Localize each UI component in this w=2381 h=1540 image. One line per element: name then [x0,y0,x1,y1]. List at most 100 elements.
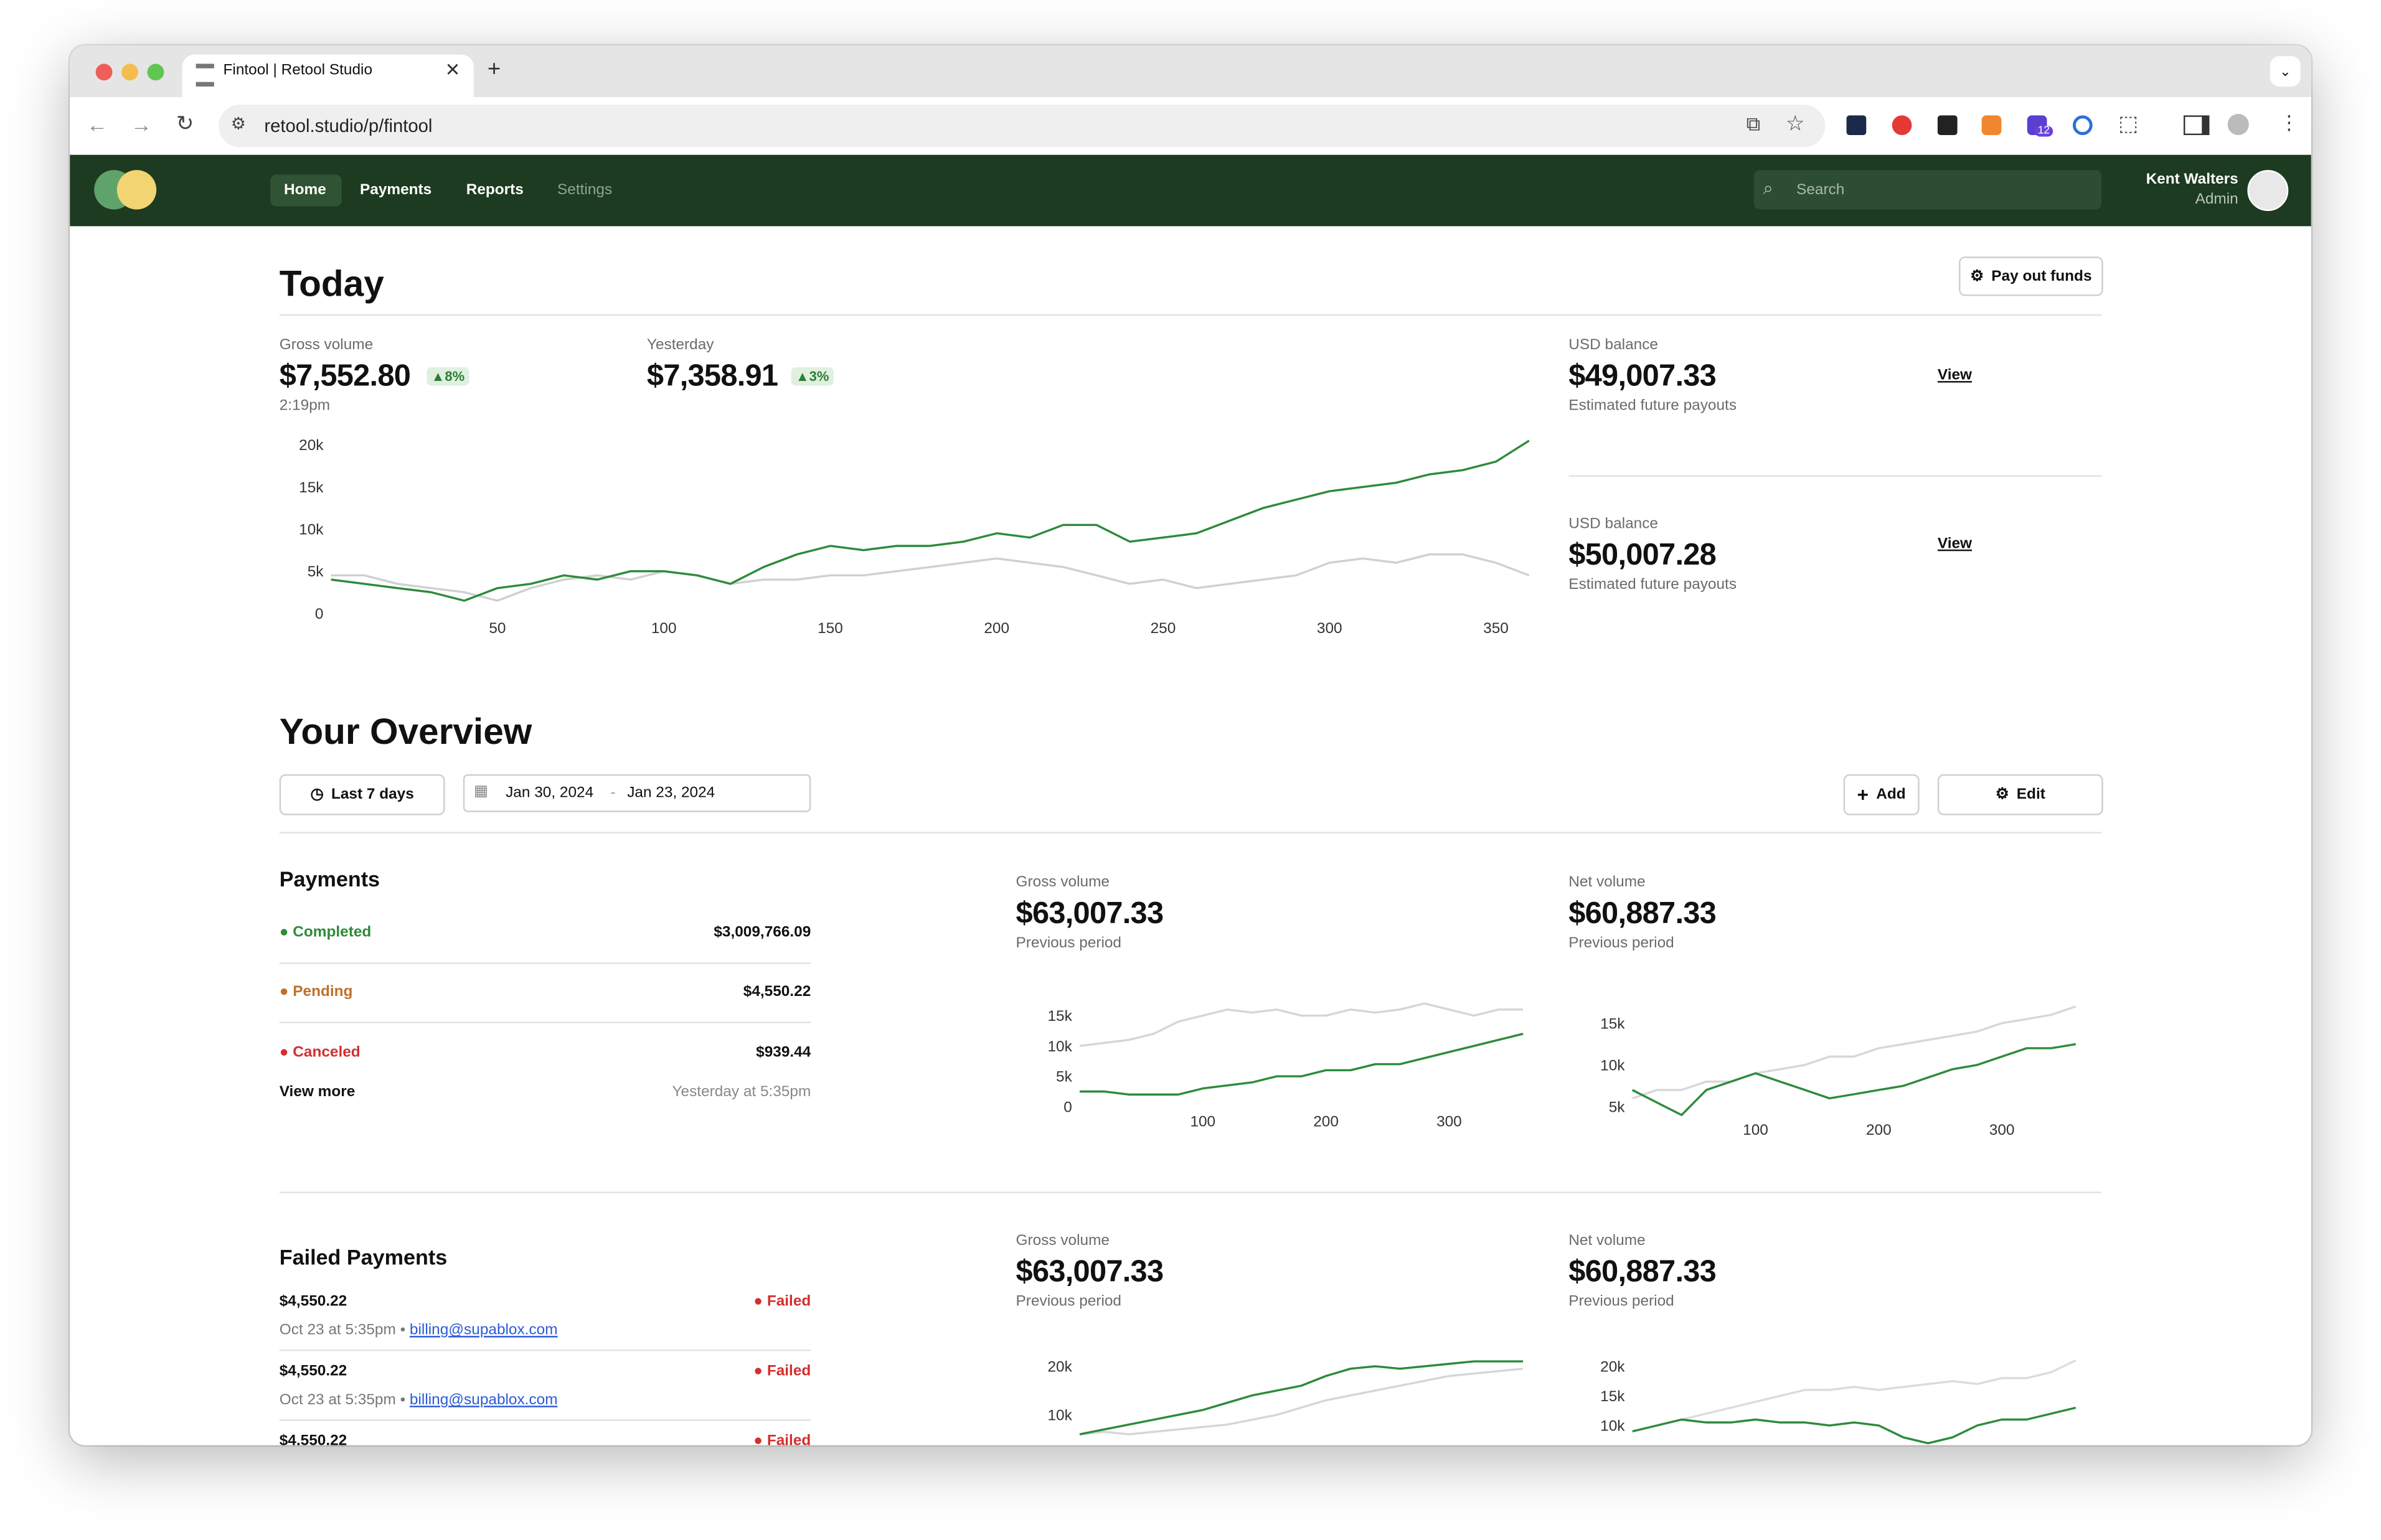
metric-sub: Previous period [1016,935,1122,952]
extension[interactable] [1981,115,2002,136]
balance-value: $50,007.28 [1568,538,1717,573]
nav-item[interactable]: Payments [359,182,432,199]
y-tick-label: 20k [299,437,324,454]
extensions-menu[interactable]: ⬚ [2118,111,2139,136]
reload-button[interactable]: ↻ [176,111,194,136]
status-label: Failed [766,1363,811,1380]
amount: $3,009,766.09 [714,924,811,942]
view-more[interactable]: View more [279,1084,356,1101]
date-range[interactable] [463,774,811,812]
divider [279,314,2102,316]
nav-item[interactable]: Settings [557,182,613,199]
y-tick-label: 15k [1047,1008,1072,1025]
status-label: Failed [766,1293,811,1310]
extension[interactable] [2072,115,2093,136]
divider [279,1191,2102,1193]
status: ● Failed [753,1363,811,1380]
address-bar[interactable] [219,105,1826,148]
profile[interactable] [2227,113,2249,136]
site-info[interactable]: ⚙ [230,115,246,134]
tab-menu[interactable]: ⌄ [2270,56,2301,87]
extension[interactable] [1892,115,1912,136]
metric-value: $60,887.33 [1568,1255,1717,1289]
x-tick-label: 350 [1483,620,1509,637]
amount: $4,550.22 [743,984,811,1001]
y-tick-label: 10k [1600,1418,1625,1435]
nav-item[interactable]: Home [284,182,326,199]
balance-label: USD balance [1568,516,1658,533]
email-link[interactable]: billing@supablox.com [409,1322,558,1340]
meta: Oct 23 at 5:35pm • billing@supablox.com [279,1392,558,1409]
metric-value: $7,552.80 [279,359,411,393]
x-tick-label: 300 [1436,1114,1462,1130]
range-button[interactable]: ◷ Last 7 days [279,774,445,815]
email-link[interactable]: billing@supablox.com [409,1392,558,1409]
active-tab[interactable] [182,54,474,98]
avatar[interactable] [2247,170,2289,211]
y-tick-label: 20k [1047,1358,1072,1375]
updated: Yesterday at 5:35pm [672,1084,811,1101]
status: ● Failed [753,1293,811,1310]
y-tick-label: 15k [1600,1015,1625,1032]
status: ● Canceled [279,1044,361,1061]
button-label: Pay out funds [1991,268,2092,285]
status-label: Completed [293,924,372,942]
status-label: Failed [766,1433,811,1445]
status-label: Canceled [293,1044,361,1061]
change-value: 8% [445,369,465,385]
x-tick-label: 200 [1313,1114,1339,1130]
extension[interactable] [1937,115,1958,136]
metric-label: Yesterday [646,337,714,354]
back-button[interactable]: ← [87,112,108,137]
nav-item[interactable]: Reports [466,182,524,199]
meta-date: Oct 23 at 5:35pm [279,1322,396,1340]
y-tick-label: 10k [299,522,324,538]
user-role: Admin [2195,191,2238,209]
balance-value: $49,007.33 [1568,359,1717,393]
status: ● Completed [279,924,372,942]
open-icon[interactable]: ⧉ [1746,112,1761,136]
meta: Oct 23 at 5:35pm • billing@supablox.com [279,1322,558,1340]
x-tick-label: 300 [1317,620,1342,637]
browser-menu[interactable]: ⋮ [2279,111,2299,134]
x-tick-label: 200 [1866,1122,1892,1139]
balance-sub: Estimated future payouts [1568,576,1737,594]
pay-out-button[interactable]: ⚙ Pay out funds [1959,256,2103,296]
tab-close[interactable]: ✕ [445,59,461,81]
metric-sub: Previous period [1016,1293,1122,1310]
extension[interactable] [1846,115,1867,136]
divider [279,962,811,964]
metric-label: Net volume [1568,1232,1646,1250]
y-tick-label: 0 [315,606,324,622]
forward-button[interactable]: → [130,112,152,137]
balance-label: USD balance [1568,337,1658,354]
side-panel[interactable] [2183,115,2210,136]
view-link[interactable]: View [1937,535,1973,553]
add-button[interactable]: + Add [1843,774,1920,815]
zoom-dot[interactable] [147,63,164,81]
logo[interactable] [116,170,157,210]
y-tick-label: 5k [308,563,324,580]
new-tab[interactable]: + [487,56,501,82]
x-tick-label: 250 [1151,620,1176,637]
metric-label: Gross volume [279,337,374,354]
divider [1568,475,2102,477]
view-link[interactable]: View [1937,367,1973,385]
amount: $4,550.22 [279,1293,347,1310]
divider [279,832,2102,833]
metric-time: 2:19pm [279,397,331,415]
change-value: 3% [809,369,829,385]
y-tick-label: 15k [299,479,324,496]
line-series [1632,1406,2077,1445]
search-box[interactable] [1753,170,2102,210]
minimize-dot[interactable] [121,63,138,81]
x-tick-label: 100 [1743,1122,1768,1139]
close-dot[interactable] [95,63,113,81]
change-badge: ▲3% [791,367,834,386]
tab-title: Fintool | Retool Studio [223,62,373,79]
bookmark-icon[interactable]: ☆ [1786,111,1805,136]
edit-button[interactable]: ⚙ Edit [1937,774,2103,815]
line-series [1079,1002,1524,1048]
x-tick-label: 150 [818,620,843,637]
